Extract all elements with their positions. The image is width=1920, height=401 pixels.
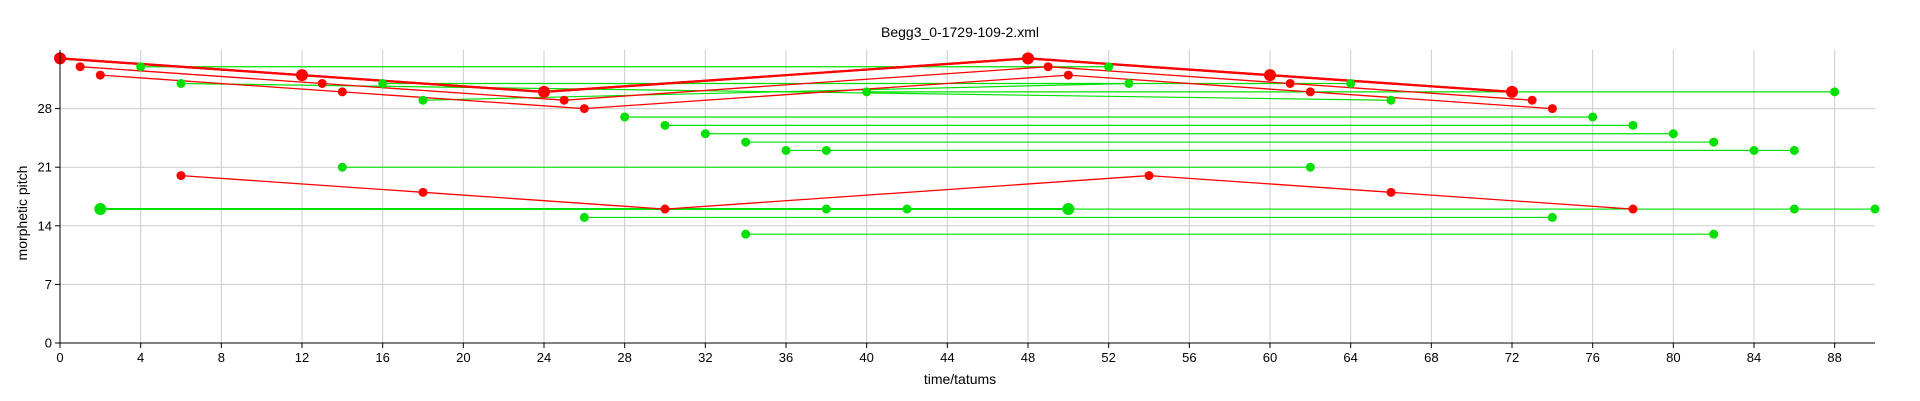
- green-point: [1124, 78, 1134, 88]
- y-tick-label: 0: [45, 336, 52, 351]
- red-point: [579, 104, 589, 114]
- red-point: [538, 85, 550, 98]
- green-point: [1709, 137, 1719, 147]
- x-tick-label: 36: [779, 350, 793, 365]
- green-series-lines: [100, 66, 1875, 235]
- red-path: [180, 174, 1634, 210]
- green-point: [821, 145, 831, 155]
- red-point: [418, 187, 428, 197]
- green-series-points: [94, 62, 1880, 239]
- y-tick-label: 28: [38, 101, 52, 116]
- red-point: [1305, 87, 1315, 97]
- green-point: [862, 87, 872, 97]
- x-tick-label: 20: [456, 350, 470, 365]
- x-tick-label: 40: [859, 350, 873, 365]
- red-point: [1285, 78, 1295, 88]
- red-point: [296, 69, 308, 82]
- green-point: [741, 137, 751, 147]
- green-point: [418, 95, 428, 105]
- x-tick-label: 48: [1021, 350, 1035, 365]
- red-point: [317, 78, 327, 88]
- x-tick-label: 60: [1263, 350, 1277, 365]
- green-point: [1789, 204, 1799, 214]
- chart-title: Begg3_0-1729-109-2.xml: [881, 24, 1039, 40]
- red-point: [660, 204, 670, 214]
- green-point: [620, 112, 630, 122]
- green-point: [741, 229, 751, 239]
- red-point: [95, 70, 105, 80]
- red-point: [1144, 171, 1154, 181]
- red-point: [1547, 104, 1557, 114]
- green-point: [1386, 95, 1396, 105]
- red-point: [1386, 187, 1396, 197]
- x-tick-label: 88: [1827, 350, 1841, 365]
- red-point: [75, 62, 85, 72]
- green-segment: [422, 82, 1129, 101]
- red-point: [1063, 70, 1073, 80]
- green-point: [337, 162, 347, 172]
- tick-labels: 0 4 8 12 16 20 24 28 32 36 40 44 48 52 56 60 64 68 72 76 80 8…: [38, 101, 1842, 365]
- x-tick-label: 84: [1747, 350, 1761, 365]
- y-tick-label: 7: [45, 277, 52, 292]
- green-point: [1749, 145, 1759, 155]
- x-tick-label: 32: [698, 350, 712, 365]
- green-point: [821, 204, 831, 214]
- x-tick-label: 72: [1505, 350, 1519, 365]
- red-point: [1527, 95, 1537, 105]
- green-point: [700, 129, 710, 139]
- green-point: [378, 78, 388, 88]
- axes: [55, 50, 1875, 348]
- x-tick-label: 8: [218, 350, 225, 365]
- red-point: [1506, 85, 1518, 98]
- green-point: [1062, 203, 1075, 216]
- red-path: [59, 57, 1513, 94]
- y-tick-label: 14: [38, 218, 52, 233]
- y-tick-label: 21: [38, 160, 52, 175]
- x-tick-label: 56: [1182, 350, 1196, 365]
- x-tick-label: 16: [375, 350, 389, 365]
- green-point: [1104, 62, 1114, 72]
- x-tick-label: 0: [56, 350, 63, 365]
- x-tick-label: 52: [1101, 350, 1115, 365]
- red-path: [100, 74, 1553, 110]
- red-series-points: [54, 52, 1638, 214]
- y-axis-title: morphetic pitch: [14, 166, 30, 261]
- x-axis-title: time/tatums: [924, 371, 996, 387]
- x-tick-label: 80: [1666, 350, 1680, 365]
- green-point: [660, 120, 670, 130]
- green-point: [579, 212, 589, 222]
- x-tick-label: 64: [1343, 350, 1357, 365]
- red-point: [1022, 52, 1034, 65]
- x-tick-label: 12: [295, 350, 309, 365]
- red-path: [80, 66, 1533, 101]
- red-point: [559, 95, 569, 105]
- green-point: [1305, 162, 1315, 172]
- green-point: [1547, 212, 1557, 222]
- green-point: [1870, 204, 1880, 214]
- green-point: [902, 204, 912, 214]
- green-point: [1668, 129, 1678, 139]
- green-point: [94, 203, 107, 216]
- x-tick-label: 44: [940, 350, 954, 365]
- red-point: [1628, 204, 1638, 214]
- green-point: [1709, 229, 1719, 239]
- green-point: [1628, 120, 1638, 130]
- red-point: [176, 171, 186, 181]
- green-point: [781, 145, 791, 155]
- x-tick-label: 28: [617, 350, 631, 365]
- green-point: [1789, 145, 1799, 155]
- red-point: [1043, 62, 1053, 72]
- green-point: [176, 78, 186, 88]
- green-point: [1830, 87, 1840, 97]
- red-point: [337, 87, 347, 97]
- green-point: [1588, 112, 1598, 122]
- red-point: [1264, 69, 1276, 82]
- x-tick-label: 68: [1424, 350, 1438, 365]
- green-point: [1346, 78, 1356, 88]
- x-tick-label: 24: [537, 350, 551, 365]
- green-point: [136, 62, 146, 72]
- x-tick-label: 76: [1585, 350, 1599, 365]
- x-tick-label: 4: [137, 350, 144, 365]
